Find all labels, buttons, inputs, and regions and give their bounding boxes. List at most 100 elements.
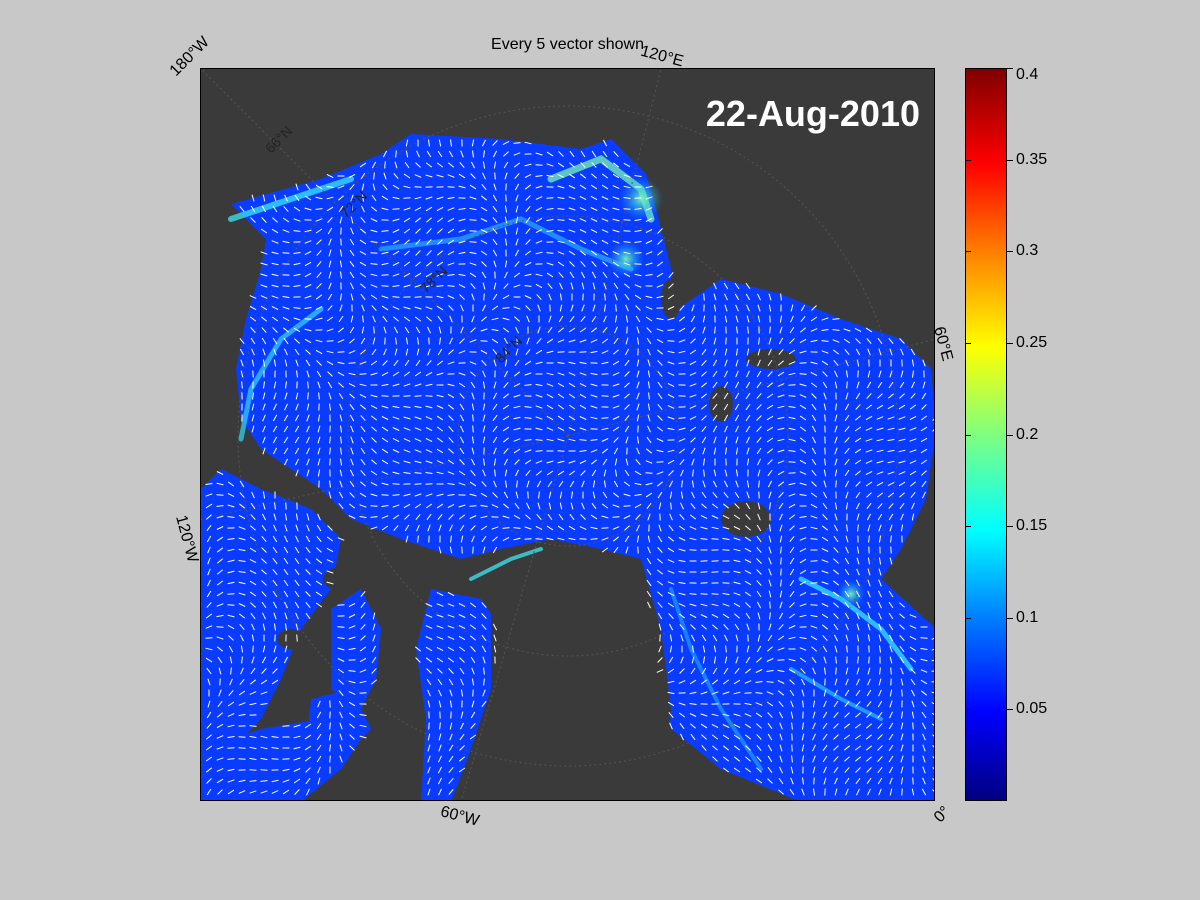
drift-vector <box>514 316 520 322</box>
drift-vector <box>327 381 333 389</box>
drift-vector <box>701 415 707 421</box>
drift-vector <box>613 546 619 554</box>
drift-vector <box>723 403 729 411</box>
drift-vector <box>645 492 653 498</box>
drift-vector <box>296 370 298 378</box>
drift-vector <box>535 273 543 277</box>
drift-vector <box>491 305 499 311</box>
drift-vector <box>305 767 311 773</box>
drift-vector <box>470 711 476 719</box>
drift-vector <box>316 744 322 752</box>
drift-vector <box>723 392 729 400</box>
drift-vector <box>348 602 356 608</box>
drift-vector <box>647 348 651 356</box>
drift-vector <box>227 758 235 760</box>
drift-vector <box>339 733 343 741</box>
drift-vector <box>856 359 860 367</box>
drift-vector <box>560 293 562 301</box>
drift-vector <box>833 745 839 751</box>
map-panel: 66°N 72°N 78°N 84°N 22-Aug-2010 <box>200 68 935 801</box>
drift-vector <box>228 645 234 653</box>
drift-vector <box>799 350 807 354</box>
drift-vector <box>295 623 299 631</box>
drift-vector <box>821 559 829 563</box>
drift-vector <box>722 767 730 773</box>
drift-vector <box>845 392 849 400</box>
drift-vector <box>238 747 246 749</box>
drift-vector <box>724 293 728 301</box>
drift-vector <box>217 789 223 795</box>
drift-vector <box>295 359 299 367</box>
drift-vector <box>249 735 257 739</box>
drift-vector <box>579 339 587 343</box>
drift-vector <box>856 612 860 620</box>
drift-vector <box>603 469 607 477</box>
drift-vector <box>834 370 838 378</box>
drift-vector <box>667 372 675 376</box>
drift-vector <box>227 581 235 585</box>
drift-vector <box>769 612 771 620</box>
drift-vector <box>812 733 816 741</box>
drift-vector <box>667 536 675 542</box>
drift-vector <box>612 349 620 355</box>
drift-vector <box>480 229 488 233</box>
drift-vector <box>382 360 388 366</box>
drift-vector <box>756 393 762 399</box>
drift-vector <box>712 491 718 499</box>
drift-vector <box>909 438 917 442</box>
drift-vector <box>460 304 464 312</box>
drift-vector <box>689 426 697 432</box>
drift-vector <box>570 282 574 290</box>
drift-vector <box>283 337 289 345</box>
drift-vector <box>447 174 455 178</box>
drift-vector <box>392 239 400 245</box>
drift-vector <box>381 285 389 287</box>
drift-vector <box>887 492 895 498</box>
drift-vector <box>329 447 331 455</box>
drift-vector <box>601 448 609 454</box>
drift-vector <box>294 789 300 795</box>
drift-vector <box>447 262 455 266</box>
colorbar-tick-mark <box>965 159 971 161</box>
lon-label-bottom: 60°W <box>438 803 481 830</box>
drift-vector <box>481 304 487 312</box>
drift-vector <box>855 590 861 598</box>
drift-vector <box>461 546 463 554</box>
drift-vector <box>251 656 255 664</box>
drift-vector <box>436 460 444 464</box>
drift-vector <box>526 502 530 510</box>
drift-vector <box>932 778 934 781</box>
drift-vector <box>492 293 498 301</box>
drift-vector <box>791 755 793 763</box>
drift-vector <box>271 228 279 234</box>
drift-vector <box>899 502 905 510</box>
drift-vector <box>403 217 411 223</box>
drift-vector <box>480 349 488 355</box>
drift-vector <box>504 271 508 279</box>
drift-vector <box>679 668 685 674</box>
drift-vector <box>294 557 300 565</box>
drift-vector <box>338 205 344 213</box>
drift-vector <box>482 436 486 444</box>
drift-vector <box>392 273 400 277</box>
drift-vector <box>656 338 664 344</box>
drift-vector <box>579 361 587 365</box>
drift-vector <box>315 558 323 564</box>
drift-vector <box>470 656 476 664</box>
drift-vector <box>381 295 389 299</box>
drift-vector <box>887 471 895 475</box>
drift-vector <box>912 722 914 730</box>
drift-vector <box>482 370 486 378</box>
drift-vector <box>438 524 442 532</box>
drift-vector <box>216 646 224 652</box>
drift-vector <box>459 161 465 169</box>
drift-vector <box>888 744 894 752</box>
drift-vector <box>766 393 774 399</box>
drift-vector <box>601 173 609 179</box>
drift-vector <box>932 734 934 737</box>
drift-vector <box>767 766 773 774</box>
drift-vector <box>218 667 222 675</box>
drift-vector <box>293 757 301 761</box>
colorbar-tick-label: 0.4 <box>1016 66 1039 83</box>
drift-vector <box>360 635 366 641</box>
